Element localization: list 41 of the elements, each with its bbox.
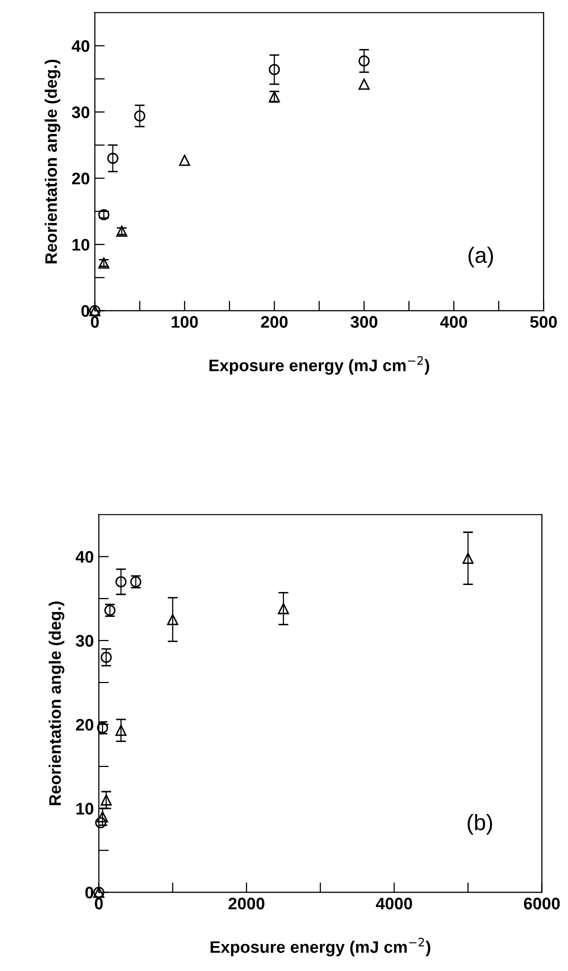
x-tick-label: 300 <box>350 316 378 328</box>
x-tick-label: 6000 <box>524 898 560 910</box>
point <box>268 64 280 76</box>
point <box>100 652 112 663</box>
point <box>278 603 289 614</box>
point <box>167 614 178 626</box>
x-axis-title: Exposure energy (mJ cm$^{−2}$) <box>209 356 430 375</box>
x-tick-label: 100 <box>172 316 198 328</box>
annotation: (b) <box>468 814 492 835</box>
y-tick-label: 10 <box>76 802 94 815</box>
y-tick-label: 40 <box>72 40 90 52</box>
y-axis-title: Reorientation angle (deg.) <box>48 602 64 806</box>
y-tick-label: 20 <box>72 172 90 184</box>
x-tick-label: 2000 <box>228 898 264 910</box>
x-axis-title: Exposure energy (mJ cm$^{−2}$) <box>210 938 430 956</box>
point <box>358 78 370 90</box>
x-tick-label: 4000 <box>376 898 412 910</box>
y-tick-label: 40 <box>76 551 94 563</box>
point <box>179 154 190 166</box>
x-tick-label: 200 <box>261 316 288 328</box>
point <box>462 552 474 564</box>
point <box>96 811 108 822</box>
point <box>95 817 106 828</box>
y-tick-label: 0 <box>81 305 90 317</box>
y-tick-label: 30 <box>72 106 90 118</box>
y-tick-label: 0 <box>85 886 94 899</box>
point <box>358 55 370 67</box>
annotation: (a) <box>468 246 493 268</box>
point <box>115 724 127 736</box>
y-axis-title: Reorientation angle (deg.) <box>44 60 60 264</box>
x-tick-label: 400 <box>440 316 468 328</box>
point <box>115 576 127 588</box>
x-tick-label: 0 <box>94 898 103 910</box>
y-tick-label: 20 <box>76 718 94 731</box>
x-tick-label: 500 <box>530 316 557 328</box>
point <box>134 110 146 122</box>
point <box>96 722 108 734</box>
point <box>107 152 118 164</box>
y-tick-label: 10 <box>72 238 90 251</box>
point <box>100 794 112 806</box>
y-tick-label: 30 <box>76 634 94 647</box>
